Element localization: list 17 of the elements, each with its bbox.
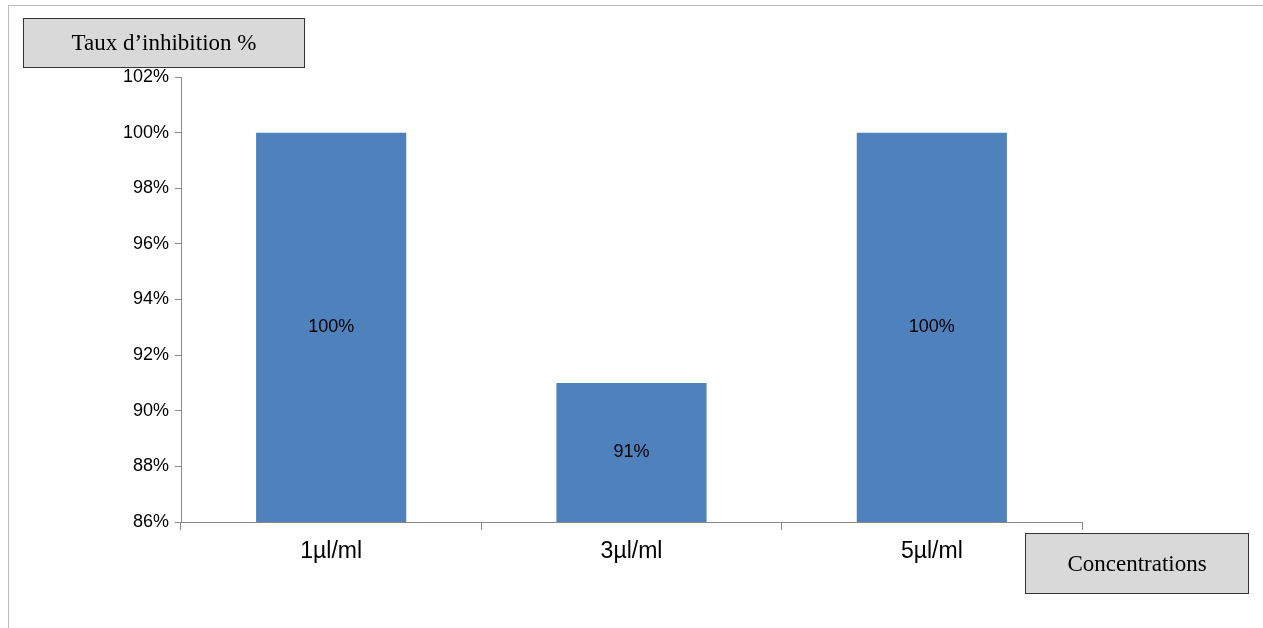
y-tick-label: 98% xyxy=(132,177,169,198)
y-tick-label: 92% xyxy=(132,344,169,365)
y-tick-label: 94% xyxy=(132,288,169,309)
data-label: 100% xyxy=(308,316,355,337)
y-tick-label: 96% xyxy=(132,232,169,253)
y-tick-label: 86% xyxy=(132,510,169,531)
y-tick-label: 102% xyxy=(122,65,169,86)
data-label: 100% xyxy=(908,316,955,337)
x-tick-label: 3µl/ml xyxy=(600,537,663,564)
x-axis-title: Concentrations xyxy=(1025,533,1249,594)
y-tick-label: 90% xyxy=(132,399,169,420)
x-tick-label: 1µl/ml xyxy=(300,537,363,564)
x-tick-label: 5µl/ml xyxy=(900,537,963,564)
y-axis-title: Taux d’inhibition % xyxy=(71,30,257,55)
y-tick-label: 88% xyxy=(132,455,169,476)
data-label: 91% xyxy=(613,441,650,462)
y-tick-label: 100% xyxy=(122,121,169,142)
